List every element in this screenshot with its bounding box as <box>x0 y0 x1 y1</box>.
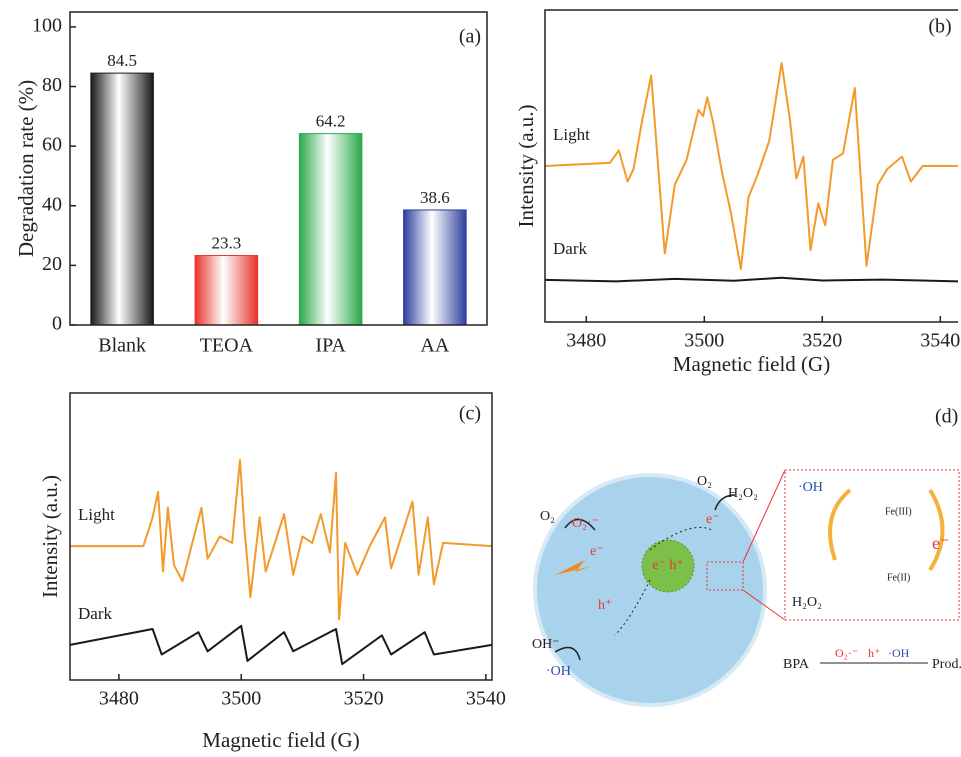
x-tick-label: 3520 <box>802 330 842 352</box>
label: ·OH <box>798 480 823 495</box>
label: h⁺ <box>868 646 880 660</box>
arrow <box>614 579 651 636</box>
panel-label: (d) <box>935 406 958 428</box>
series-label: Dark <box>78 604 112 623</box>
light-icon <box>555 560 592 575</box>
x-axis-title: Magnetic field (G) <box>202 728 359 752</box>
bar <box>90 72 154 326</box>
label: H₂O₂ <box>792 595 822 610</box>
y-axis-title: Degradation rate (%) <box>14 80 38 257</box>
arrow <box>554 646 581 661</box>
x-tick-label: TEOA <box>200 335 254 357</box>
label: h⁺ <box>598 598 612 613</box>
series-line <box>544 62 958 270</box>
x-axis-title: Magnetic field (G) <box>673 352 830 376</box>
x-tick-label: Blank <box>98 335 146 357</box>
zoom-box <box>706 561 744 591</box>
y-axis-title: Intensity (a.u.) <box>38 475 62 598</box>
y-tick-label: 0 <box>52 313 62 335</box>
label: O₂ <box>540 509 555 524</box>
label: O₂·⁻ <box>835 646 858 660</box>
value-label: 64.2 <box>316 112 346 131</box>
y-axis-title: Intensity (a.u.) <box>514 104 538 227</box>
bar <box>403 209 467 326</box>
arrow <box>564 518 596 531</box>
series-label: Light <box>78 505 115 524</box>
diagram-panel: (d) O₂ H₂O₂ O₂ O₂·⁻ e⁻ h⁺ e⁻ h⁺ OH⁻ ·OH … <box>532 406 961 707</box>
label: BPA <box>783 657 810 672</box>
label: Fe(II) <box>887 572 910 583</box>
zoom-line <box>742 589 786 621</box>
y-tick-label: 20 <box>42 253 62 275</box>
x-tick-label: AA <box>420 335 449 357</box>
arrow <box>649 527 713 551</box>
x-tick-label: 3520 <box>344 688 384 710</box>
bar <box>194 255 259 326</box>
label: e⁻ h⁺ <box>652 558 684 573</box>
label: H₂O₂ <box>728 486 758 501</box>
panel-label: (b) <box>928 16 951 38</box>
x-tick-label: 3540 <box>466 688 506 710</box>
value-label: 38.6 <box>420 188 450 207</box>
value-label: 84.5 <box>107 51 137 70</box>
label: e⁻ <box>932 533 950 553</box>
cycle-arrow <box>928 488 945 572</box>
y-tick-label: 40 <box>42 193 62 215</box>
zoom-line <box>742 469 786 563</box>
core <box>641 539 695 593</box>
x-tick-label: 3500 <box>221 688 261 710</box>
label: e⁻ <box>590 544 604 559</box>
y-tick-label: 80 <box>42 74 62 96</box>
axes-frame <box>69 11 488 326</box>
label: Fe(III) <box>885 506 912 517</box>
cycle-arrow <box>828 488 852 561</box>
label: ·OH <box>888 646 910 660</box>
panel-label: (c) <box>459 403 481 425</box>
panel-label: (a) <box>459 26 481 48</box>
x-tick-label: IPA <box>315 335 346 357</box>
series-label: Light <box>553 125 590 144</box>
value-label: 23.3 <box>212 233 242 252</box>
axes-frame <box>544 9 958 323</box>
label: OH⁻ <box>532 637 560 652</box>
x-tick-label: 3500 <box>684 330 724 352</box>
x-tick-label: 3540 <box>920 330 960 352</box>
label: e⁻ <box>706 512 720 527</box>
series-line <box>70 459 493 621</box>
label: O₂ <box>697 474 712 489</box>
axes-frame <box>69 392 493 681</box>
zoom-panel <box>784 469 960 621</box>
x-tick-label: 3480 <box>566 330 606 352</box>
series-line <box>69 624 493 666</box>
bar <box>298 133 363 326</box>
arrow <box>714 494 736 511</box>
label: ·OH <box>546 664 571 679</box>
x-tick-label: 3480 <box>99 688 139 710</box>
y-tick-label: 100 <box>32 14 62 36</box>
series-line <box>544 276 959 283</box>
label: Prod. <box>932 657 961 672</box>
y-tick-label: 60 <box>42 134 62 156</box>
series-label: Dark <box>553 239 587 258</box>
label: O₂·⁻ <box>572 516 599 531</box>
catalyst-sphere <box>533 473 767 707</box>
